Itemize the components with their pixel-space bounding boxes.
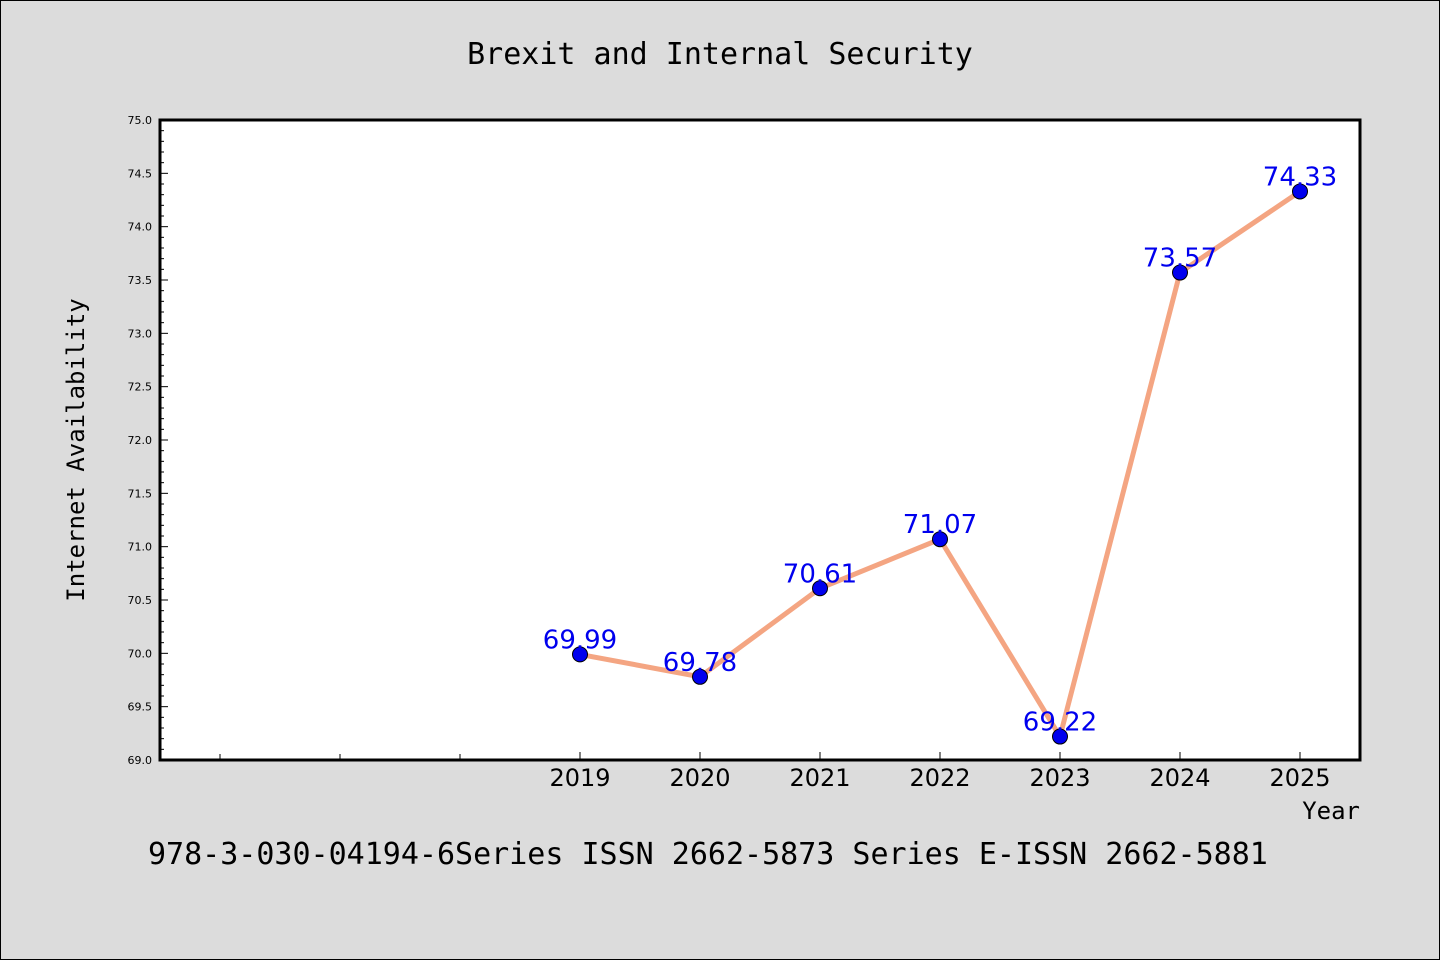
y-tick-label: 74.5 (128, 167, 153, 180)
x-tick-label: 2025 (1269, 764, 1330, 792)
data-point (812, 580, 828, 597)
y-axis-label: Internet Availability (62, 298, 90, 601)
x-tick-label: 2023 (1029, 764, 1090, 792)
plot-area (158, 118, 1362, 762)
data-label: 71.07 (903, 510, 977, 540)
y-tick-label: 73.0 (128, 327, 153, 340)
data-point (1052, 728, 1068, 745)
footer-text: 978-3-030-04194-6Series ISSN 2662-5873 S… (148, 837, 1268, 872)
y-tick-label: 69.5 (128, 701, 153, 714)
y-tick-label: 71.5 (128, 487, 153, 500)
data-label: 69.99 (543, 625, 617, 655)
x-tick-label: 2020 (669, 764, 730, 792)
data-label: 69.78 (663, 648, 737, 678)
x-tick-label: 2024 (1149, 764, 1210, 792)
x-tick-label: 2021 (789, 764, 850, 792)
y-axis: 69.0 69.5 70.0 70.5 71.0 71.5 72.0 72.5 73.0 73.5… (128, 114, 168, 767)
y-tick-label: 73.5 (128, 274, 153, 287)
x-axis: 2019 2020 2021 2022 2023 2024 2025 (219, 752, 1331, 792)
y-tick-label: 72.0 (128, 434, 153, 447)
chart-title: Brexit and Internal Security (467, 37, 973, 72)
data-point (692, 668, 708, 685)
data-label: 69.22 (1023, 708, 1097, 738)
data-point (572, 646, 588, 663)
data-label: 74.33 (1263, 162, 1337, 192)
y-tick-label: 69.0 (128, 754, 153, 767)
y-tick-label: 70.5 (128, 594, 153, 607)
x-axis-label: Year (1302, 797, 1360, 825)
data-point (932, 531, 948, 548)
y-tick-label: 75.0 (128, 114, 153, 127)
series-layer: 69.99 69.78 70.61 71.07 69.22 73.57 74.33 (543, 162, 1337, 745)
data-point (1172, 264, 1188, 281)
x-tick-label: 2022 (909, 764, 970, 792)
y-tick-label: 71.0 (128, 541, 153, 554)
data-label: 73.57 (1143, 244, 1217, 274)
y-tick-label: 72.5 (128, 381, 153, 394)
data-label: 70.61 (783, 559, 857, 589)
y-tick-label: 74.0 (128, 221, 153, 234)
data-point (1292, 183, 1308, 200)
y-tick-label: 70.0 (128, 647, 153, 660)
x-tick-label: 2019 (549, 764, 610, 792)
